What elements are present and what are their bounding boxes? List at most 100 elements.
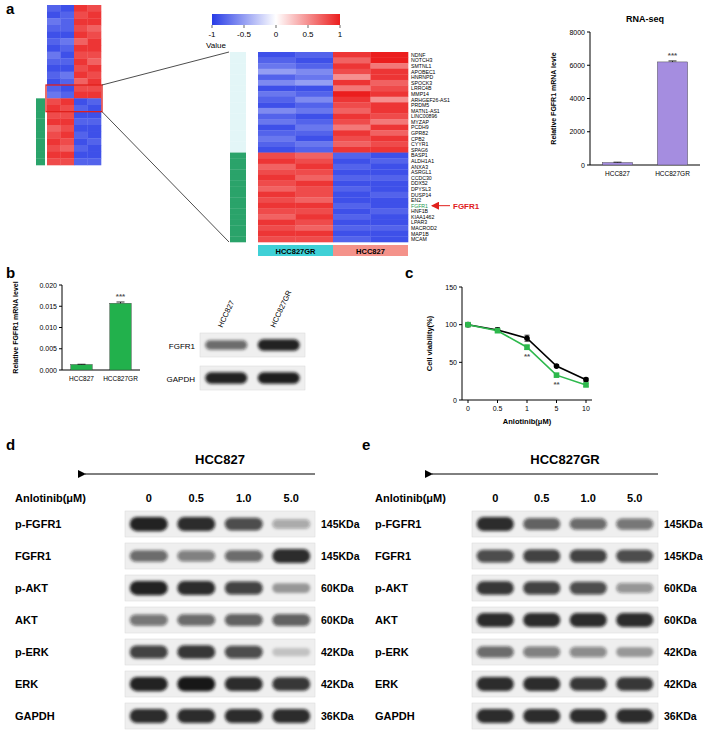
blot-strip xyxy=(472,607,658,633)
blot-strip xyxy=(125,575,315,601)
group-bar xyxy=(230,214,246,220)
protein-label: AKT xyxy=(15,614,38,626)
heatmap-cell xyxy=(258,225,296,231)
band xyxy=(130,709,168,723)
protein-label: GAPDH xyxy=(15,710,55,722)
heatmap-cell xyxy=(296,97,334,103)
y-tick xyxy=(59,285,62,286)
heatmap-cell xyxy=(88,132,102,139)
heatmap-cell xyxy=(258,119,296,125)
group-bar xyxy=(230,153,246,159)
heatmap-cell xyxy=(371,52,409,58)
band xyxy=(225,550,263,562)
y-axis-label: Relative FGFR1 mRNA level xyxy=(12,281,19,373)
heatmap-cell xyxy=(333,80,371,86)
heatmap-cell xyxy=(258,220,296,226)
heatmap-cell xyxy=(371,158,409,164)
heatmap-cell xyxy=(88,138,102,145)
heatmap-cell xyxy=(296,197,334,203)
x-tick xyxy=(586,400,587,403)
band xyxy=(258,339,300,350)
heatmap-cell xyxy=(333,181,371,187)
heatmap-cell xyxy=(88,25,102,32)
size-label: 60KDa xyxy=(664,582,697,594)
bars xyxy=(602,61,687,165)
marker xyxy=(583,377,589,383)
heatmap-cell xyxy=(333,58,371,64)
dose-arrow xyxy=(85,474,315,475)
heatmap-cell xyxy=(296,186,334,192)
error-bar xyxy=(78,364,86,365)
x-tick xyxy=(468,400,469,403)
heatmap-cell xyxy=(74,152,88,159)
x-tick-label: 5 xyxy=(555,405,559,412)
y-tick xyxy=(587,32,590,33)
y-axis xyxy=(462,287,463,400)
heatmap-cell xyxy=(371,231,409,237)
band xyxy=(177,517,215,531)
heatmap-cell xyxy=(258,58,296,64)
heatmap-cell xyxy=(333,153,371,159)
y-tick xyxy=(587,65,590,66)
heatmap-cell xyxy=(258,175,296,181)
group-bar xyxy=(230,125,246,131)
heatmap-cell xyxy=(47,152,61,159)
band xyxy=(570,549,607,562)
heatmap-cell xyxy=(258,69,296,75)
group-label: HCC827 xyxy=(356,247,385,256)
series-line xyxy=(468,325,586,385)
heatmap-cell xyxy=(258,236,296,242)
heatmap-cell xyxy=(258,147,296,153)
heatmap-cell xyxy=(61,138,75,145)
heatmap-cell xyxy=(371,102,409,108)
heatmap-cell xyxy=(61,65,75,72)
y-tick xyxy=(459,362,462,363)
heatmap-cell xyxy=(258,97,296,103)
heatmap-cell xyxy=(47,25,61,32)
y-axis-label: Cell viability(%) xyxy=(425,315,434,371)
band xyxy=(616,709,653,723)
heatmap-cell xyxy=(61,112,75,119)
heatmap-cell xyxy=(371,186,409,192)
heatmap-cell xyxy=(296,63,334,69)
colorbar xyxy=(212,14,340,25)
group-bar xyxy=(230,164,246,170)
heatmap-cell xyxy=(258,208,296,214)
heatmap-cell xyxy=(74,5,88,12)
colorbar-tick-label: 0.5 xyxy=(302,30,314,39)
marker xyxy=(495,327,501,333)
heatmap-cell xyxy=(61,85,75,92)
heatmap-cell xyxy=(333,208,371,214)
blot-strip xyxy=(125,511,315,537)
group-bar xyxy=(230,113,246,119)
heatmap-cell xyxy=(258,74,296,80)
group-bar xyxy=(36,125,45,132)
figure: a-1-0.500.51ValueNDNFNOTCH3SMTNL1APOBEC1… xyxy=(0,0,709,744)
heatmap-cell xyxy=(333,158,371,164)
band xyxy=(523,647,560,658)
heatmap-cell xyxy=(74,145,88,152)
heatmap-cell xyxy=(333,147,371,153)
heatmap-cell xyxy=(47,118,61,125)
y-tick-label: 150 xyxy=(445,284,457,291)
bar xyxy=(602,163,632,165)
protein-label: FGFR1 xyxy=(375,550,411,562)
heatmap-cell xyxy=(371,130,409,136)
colorbar-tick-label: 0 xyxy=(274,30,279,39)
group-bar xyxy=(230,186,246,192)
protein-label: p-FGFR1 xyxy=(375,518,421,530)
zoom-line xyxy=(102,112,229,242)
band xyxy=(477,581,514,595)
protein-label: AKT xyxy=(375,614,398,626)
y-tick-label: 0.010 xyxy=(39,324,57,331)
heatmap-cell xyxy=(258,158,296,164)
group-bar xyxy=(230,136,246,142)
heatmap-cell xyxy=(258,169,296,175)
band xyxy=(225,677,263,691)
group-bar xyxy=(230,91,246,97)
heatmap-cell xyxy=(296,220,334,226)
heatmap-cell xyxy=(258,181,296,187)
group-bar xyxy=(230,192,246,198)
lane-label: HCC827 xyxy=(216,299,236,329)
heatmap-cell xyxy=(47,132,61,139)
